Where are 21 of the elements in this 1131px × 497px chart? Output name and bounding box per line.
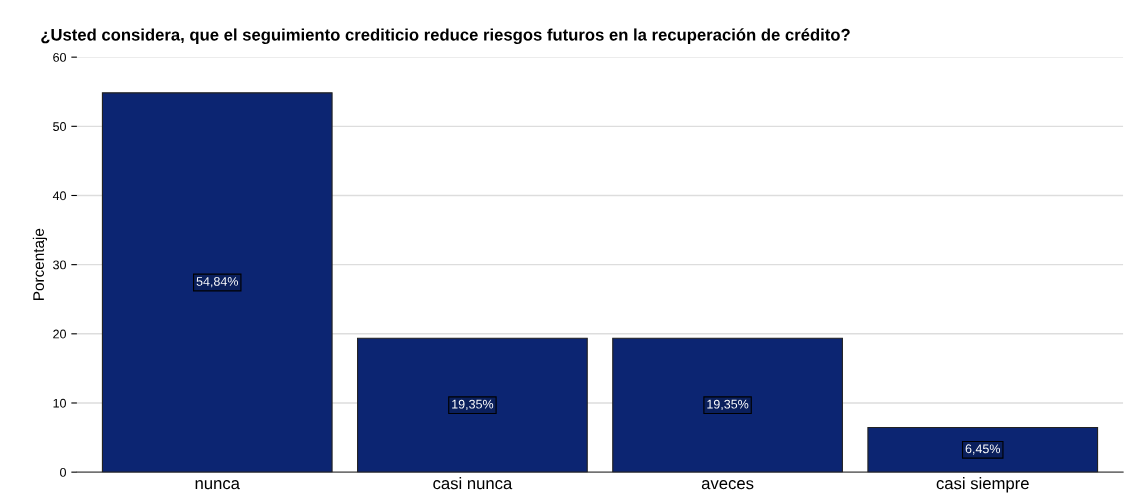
data-label: 19,35% <box>707 399 749 411</box>
x-tick-label: casi nunca <box>433 477 513 490</box>
y-tick-label: 0 <box>60 467 66 477</box>
x-tick-label: nunca <box>195 480 240 490</box>
data-label: 6,45% <box>965 444 1001 455</box>
data-label: 54,84% <box>196 277 238 288</box>
x-tick-label: aveces <box>701 480 754 490</box>
y-tick-label: 30 <box>53 260 66 270</box>
bar <box>357 337 588 473</box>
x-tick-label: casi siempre <box>936 477 1029 493</box>
bar <box>612 337 843 473</box>
data-label: 19,35% <box>452 399 494 411</box>
y-tick-label: 40 <box>52 191 66 201</box>
bar <box>867 426 1099 473</box>
y-tick-label: 20 <box>53 329 66 339</box>
bar <box>101 92 333 473</box>
y-tick-label: 60 <box>53 52 66 62</box>
chart-title: ¿Usted considera, que el seguimiento crediticio reduce riesgos futuros en la recuperación de crédito? <box>41 28 850 45</box>
y-tick-label: 10 <box>53 398 66 408</box>
y-axis-title: Porcentaje <box>32 228 48 300</box>
y-tick-label: 50 <box>53 122 66 131</box>
